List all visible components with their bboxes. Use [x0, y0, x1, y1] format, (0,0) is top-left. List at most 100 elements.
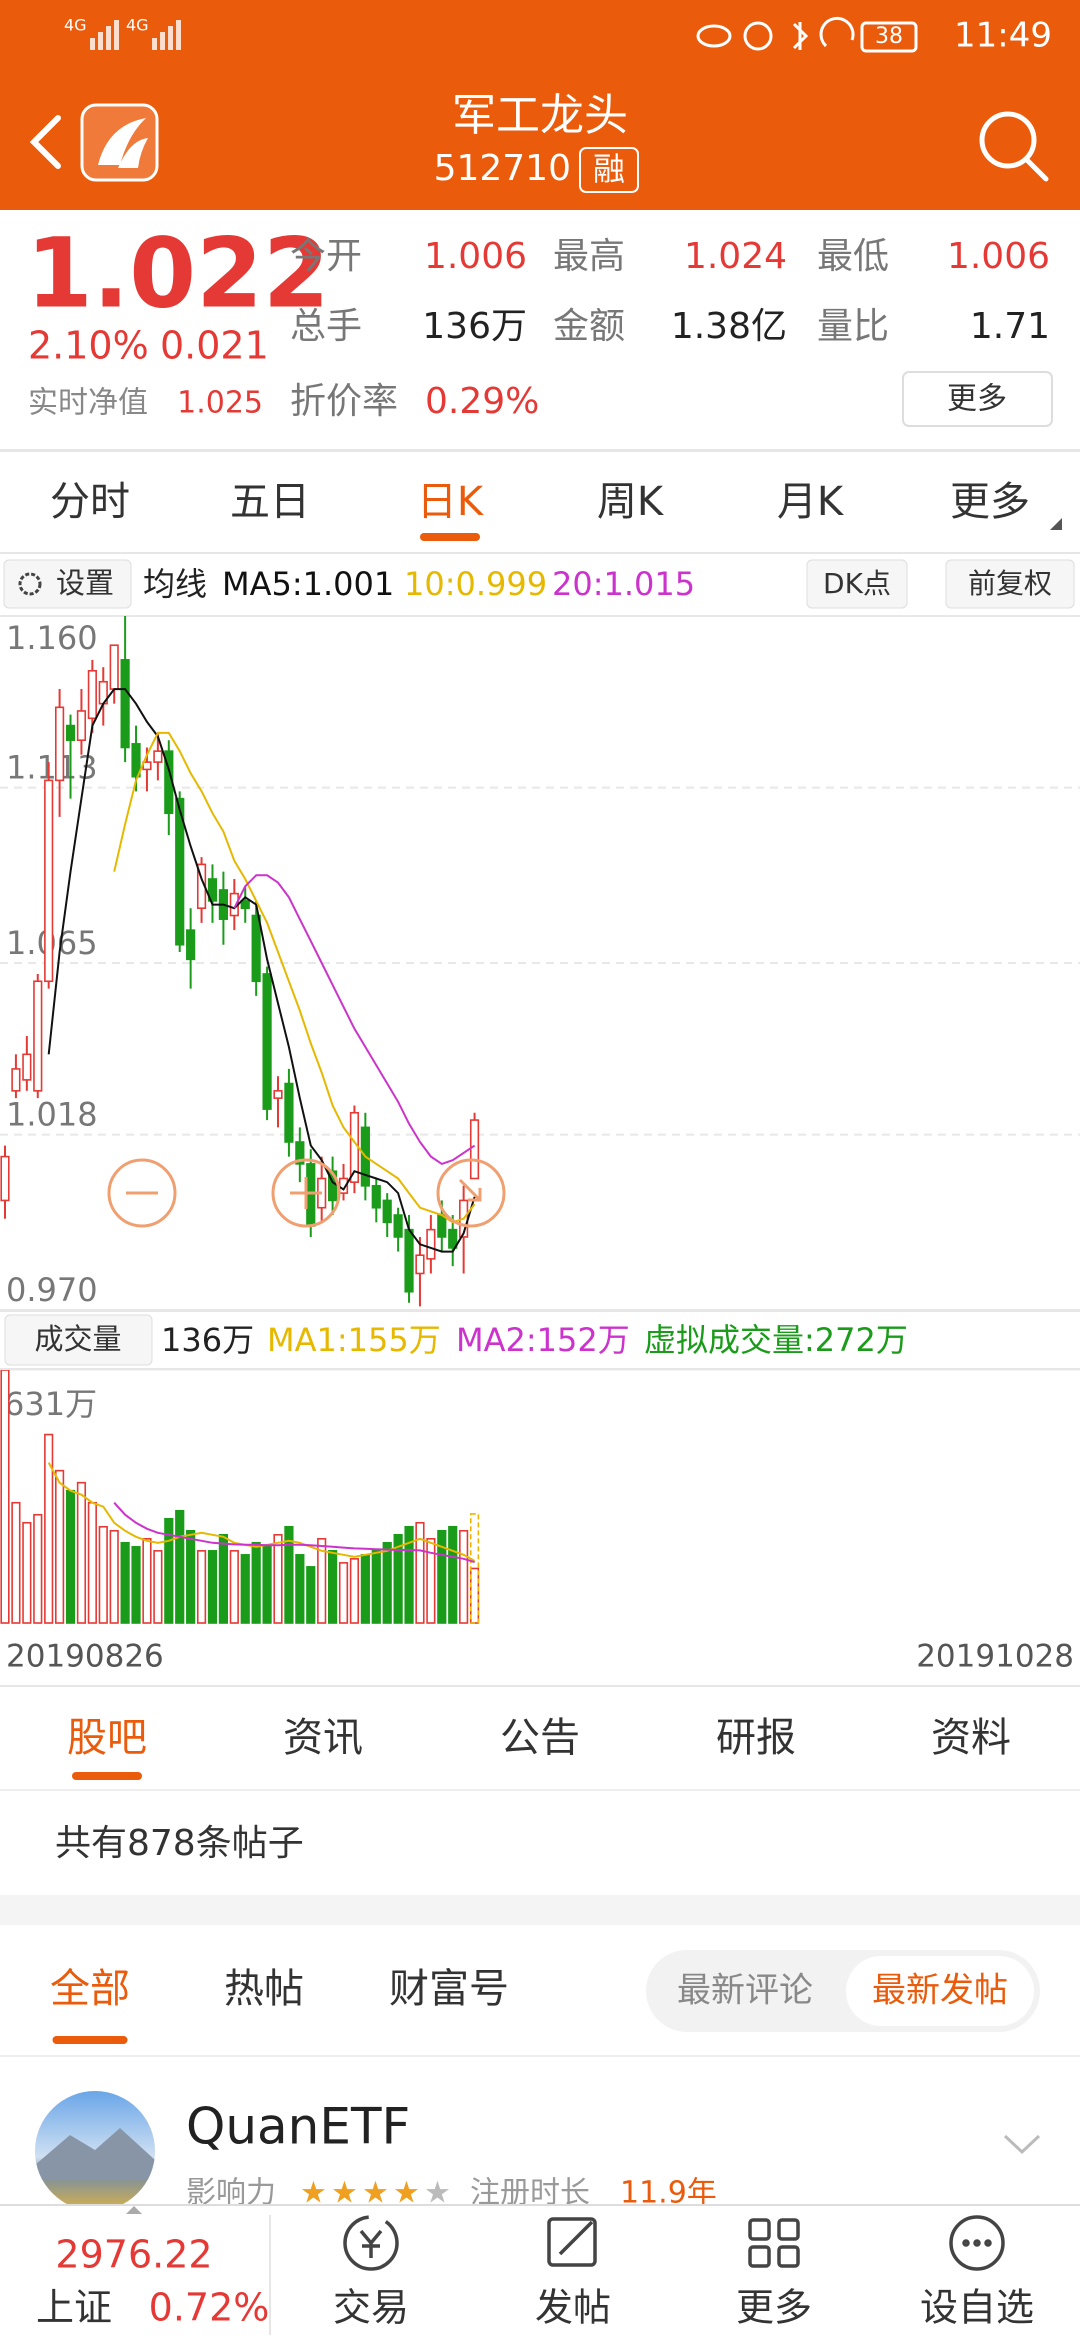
- candle-body: [153, 750, 163, 763]
- index-arrow: [126, 2206, 142, 2214]
- volume-bar: [426, 1538, 436, 1624]
- volume-title[interactable]: 成交量: [34, 1322, 121, 1356]
- volume-bar: [240, 1554, 250, 1624]
- quote-stats: 今开 1.006 最高 1.024 最低 1.006 总手 136万 金额 1.38亿 量比 1.71: [290, 236, 1050, 347]
- tab[interactable]: 研报: [716, 1715, 796, 1761]
- volume-ma-legend: MA1:155万: [267, 1321, 441, 1359]
- action-label[interactable]: 发帖: [535, 2286, 611, 2330]
- index-change[interactable]: 0.72%: [149, 2286, 270, 2330]
- index-name[interactable]: 上证: [36, 2286, 112, 2330]
- reg-value: 11.9年: [620, 2176, 717, 2211]
- candle-body: [175, 797, 185, 946]
- candle-body: [76, 710, 87, 741]
- zoom-controls[interactable]: [107, 1158, 506, 1228]
- adjust-button[interactable]: [945, 559, 1075, 609]
- volume-bar: [327, 1550, 338, 1624]
- index-value[interactable]: 2976.22: [55, 2233, 212, 2277]
- action-label[interactable]: 更多: [736, 2286, 812, 2330]
- volume-bar: [142, 1538, 152, 1624]
- volume-bar: [65, 1489, 76, 1624]
- dk-label[interactable]: DK点: [823, 567, 891, 600]
- post-user[interactable]: QuanETF: [186, 2098, 410, 2156]
- more-button[interactable]: [902, 371, 1053, 427]
- tab[interactable]: 资讯: [283, 1715, 363, 1761]
- rating-stars: ★ ★ ★ ★ ★: [300, 2176, 451, 2211]
- action-label[interactable]: 设自选: [920, 2286, 1034, 2330]
- volume-bar: [371, 1550, 381, 1624]
- sort-option[interactable]: 最新评论: [677, 1971, 813, 2011]
- ma-line: [233, 874, 476, 1166]
- action-label[interactable]: 交易: [333, 2286, 409, 2330]
- volume-bar: [175, 1509, 185, 1624]
- y-tick-label: 0.970: [6, 1271, 98, 1309]
- settings-label[interactable]: 设置: [56, 566, 114, 600]
- badge-box: [579, 147, 639, 193]
- volume-bar: [437, 1529, 447, 1624]
- tab[interactable]: 日K: [417, 479, 485, 525]
- settings-button[interactable]: [3, 559, 132, 609]
- candle-body: [33, 980, 43, 1092]
- change-pct: 2.10%: [28, 324, 149, 368]
- volume-bar: [87, 1501, 97, 1624]
- tab[interactable]: 月K: [777, 479, 845, 525]
- stat-value: 136万: [422, 306, 527, 347]
- candle-body: [273, 1090, 283, 1099]
- volume-button[interactable]: [4, 1314, 153, 1366]
- tab[interactable]: 热帖: [224, 1966, 304, 2012]
- candle-body: [54, 706, 65, 782]
- rating-star: ★: [300, 2176, 327, 2211]
- tab[interactable]: 分时: [50, 479, 130, 525]
- volume-bar: [382, 1542, 392, 1624]
- sort-option[interactable]: 最新发帖: [872, 1971, 1008, 2011]
- search-button[interactable]: [979, 111, 1049, 182]
- post-item[interactable]: QuanETF 影响力 ★ ★ ★ ★ ★ 注册时长 11.9年: [35, 2091, 1041, 2211]
- divider: [0, 552, 1080, 554]
- volume-bar: [76, 1481, 87, 1624]
- reg-label: 注册时长: [470, 2176, 590, 2211]
- ma-legend: 10:0.999: [404, 565, 547, 603]
- nav-value: 1.025: [177, 386, 263, 421]
- dk-button[interactable]: [806, 559, 908, 609]
- volume-bar: [131, 1546, 141, 1624]
- tab[interactable]: 周K: [597, 479, 665, 525]
- tab[interactable]: 更多: [950, 479, 1030, 525]
- expand-chevron[interactable]: [1003, 2134, 1041, 2155]
- tab[interactable]: 公告: [500, 1715, 580, 1761]
- volume-bar: [360, 1554, 370, 1624]
- tab-indicator: [52, 2036, 128, 2044]
- premium-value: 0.29%: [425, 381, 539, 422]
- candle-body: [87, 669, 97, 720]
- adjust-label[interactable]: 前复权: [968, 567, 1052, 600]
- page-title: 军工龙头: [452, 90, 628, 141]
- volume-bar: [229, 1550, 239, 1624]
- network-label: 4G: [64, 16, 87, 35]
- network-label: 4G: [126, 16, 149, 35]
- tab[interactable]: 股吧: [67, 1715, 147, 1761]
- influence-label: 影响力: [186, 2176, 276, 2211]
- back-button[interactable]: [29, 115, 61, 169]
- tab-indicator: [72, 1772, 142, 1780]
- tab[interactable]: 全部: [50, 1966, 130, 2012]
- section-gap: [0, 1895, 1080, 1925]
- candle-body: [404, 1228, 414, 1293]
- volume-bar: [262, 1546, 272, 1624]
- candle-body: [186, 929, 196, 961]
- rating-star: ★: [393, 2176, 420, 2211]
- more-label[interactable]: 更多: [947, 382, 1007, 417]
- divider: [0, 1789, 1080, 1791]
- volume-bar: [196, 1550, 207, 1624]
- volume-bar: [338, 1562, 349, 1624]
- info-tabs: 股吧 资讯 公告 研报 资料: [67, 1715, 1011, 1780]
- action-icons: [343, 2215, 1005, 2271]
- stat-label: 今开: [290, 236, 362, 277]
- divider: [0, 449, 1080, 452]
- avatar: [35, 2091, 155, 2205]
- tab[interactable]: 财富号: [389, 1966, 509, 2012]
- candle-body: [415, 1254, 425, 1275]
- candle-body: [448, 1228, 458, 1249]
- volume-bar: [469, 1567, 480, 1624]
- volume-bar: [11, 1501, 21, 1624]
- tab[interactable]: 五日: [230, 479, 310, 525]
- tab[interactable]: 资料: [931, 1715, 1011, 1761]
